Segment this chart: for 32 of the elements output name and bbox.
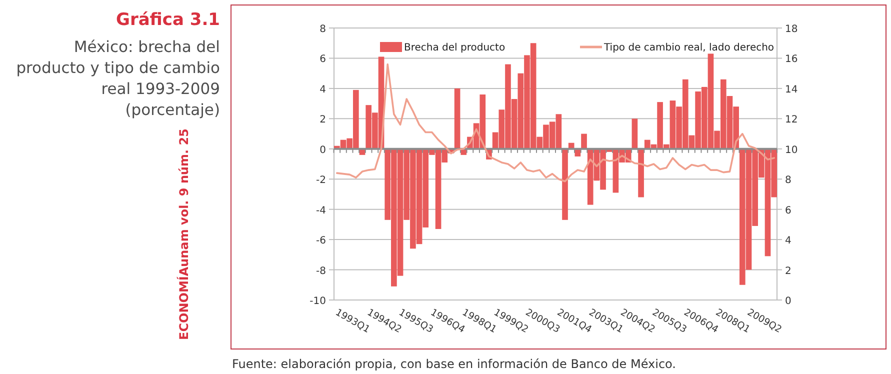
y2-tick-label: 8 (785, 175, 792, 186)
text: ECONOMÍAunam vol. 9 núm. 25 (176, 128, 191, 340)
y2-tick-label: 16 (785, 54, 798, 66)
y-tick-label: 8 (320, 24, 326, 35)
text: Gráfica 3.1 (116, 10, 220, 30)
y-tick-label: 4 (320, 84, 326, 96)
text: México: brecha del producto y tipo de cambio real 1993-2009 (porcentaje) (16, 38, 220, 119)
y-tick-label: -6 (316, 236, 326, 247)
bar (638, 148, 644, 198)
y2-tick-label: 4 (785, 236, 792, 247)
y-tick-label: 6 (320, 54, 326, 66)
y-tick-label: 0 (320, 144, 326, 156)
y2-tick-label: 2 (785, 266, 792, 277)
line-series (336, 63, 775, 182)
legend-label: Brecha del producto (404, 42, 506, 54)
source-note: Fuente: elaboración propia, con base en información de Banco de México. (232, 357, 676, 371)
bar (581, 134, 587, 149)
y-tick-label: -2 (316, 175, 326, 186)
y-tick-label: -8 (316, 266, 326, 277)
y2-tick-label: 0 (785, 296, 792, 307)
y2-tick-label: 14 (785, 84, 798, 96)
y2-tick-label: 18 (785, 24, 798, 35)
y2-tick-label: 12 (785, 114, 798, 126)
y-tick-label: -10 (310, 296, 326, 307)
y2-tick-label: 6 (785, 205, 792, 216)
bar (562, 148, 568, 220)
bar (454, 88, 460, 149)
bar (632, 118, 638, 149)
y-tick-label: -4 (316, 205, 326, 216)
y2-tick-label: 10 (785, 144, 798, 156)
y-tick-label: 2 (320, 114, 326, 126)
legend-label: Tipo de cambio real, lado derecho (603, 42, 774, 54)
